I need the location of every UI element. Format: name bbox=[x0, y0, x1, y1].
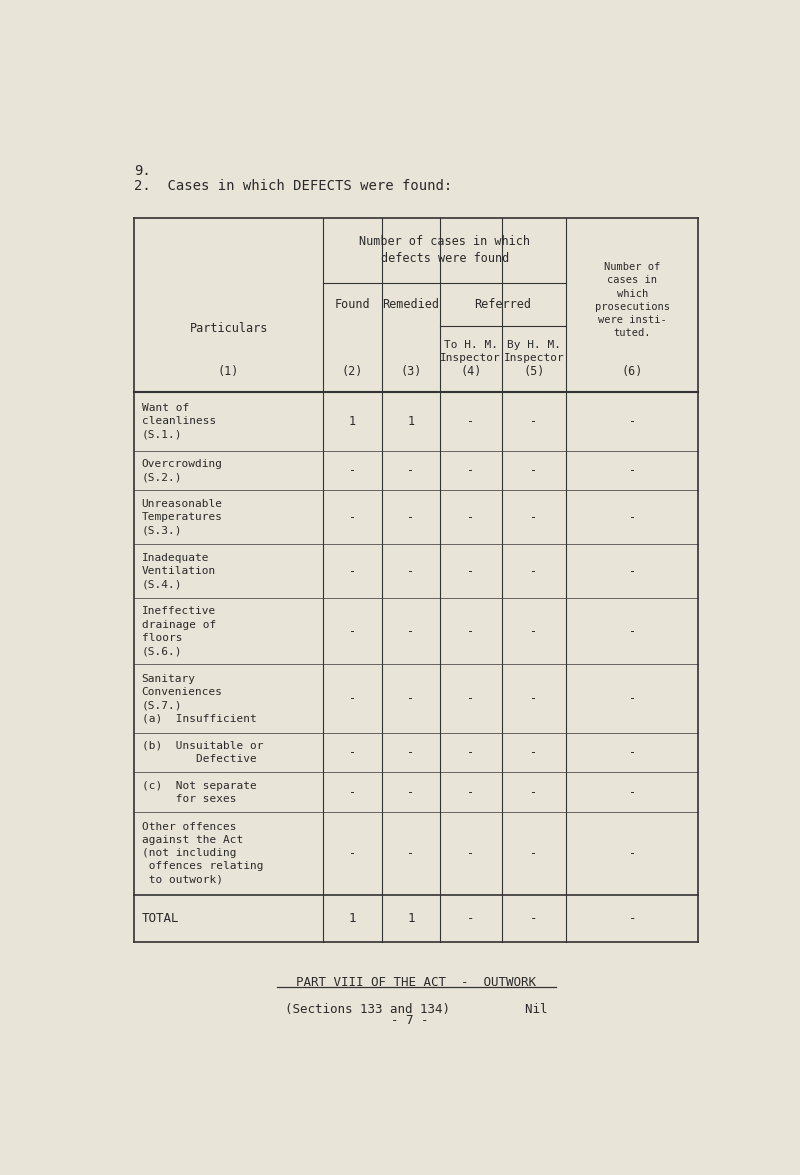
Text: -: - bbox=[467, 511, 474, 524]
Text: -: - bbox=[407, 692, 414, 705]
Text: Unreasonable
Temperatures
(S.3.): Unreasonable Temperatures (S.3.) bbox=[142, 499, 222, 536]
Text: - 7 -: - 7 - bbox=[391, 1014, 429, 1027]
Text: Want of
cleanliness
(S.1.): Want of cleanliness (S.1.) bbox=[142, 403, 216, 439]
Text: -: - bbox=[629, 415, 636, 428]
Text: -: - bbox=[467, 912, 474, 925]
Text: By H. M.
Inspector: By H. M. Inspector bbox=[504, 341, 564, 363]
Text: -: - bbox=[530, 746, 538, 759]
Text: -: - bbox=[407, 625, 414, 638]
Text: -: - bbox=[530, 511, 538, 524]
Text: -: - bbox=[349, 746, 356, 759]
Text: (c)  Not separate
     for sexes: (c) Not separate for sexes bbox=[142, 780, 256, 804]
Text: -: - bbox=[407, 786, 414, 799]
Text: -: - bbox=[467, 746, 474, 759]
Text: 2.  Cases in which DEFECTS were found:: 2. Cases in which DEFECTS were found: bbox=[134, 179, 452, 193]
Text: To H. M.
Inspector: To H. M. Inspector bbox=[440, 341, 501, 363]
Text: Sanitary
Conveniences
(S.7.)
(a)  Insufficient: Sanitary Conveniences (S.7.) (a) Insuffi… bbox=[142, 673, 256, 724]
Text: -: - bbox=[530, 415, 538, 428]
Text: -: - bbox=[629, 786, 636, 799]
Text: -: - bbox=[530, 912, 538, 925]
Text: -: - bbox=[349, 786, 356, 799]
Text: -: - bbox=[467, 847, 474, 860]
Text: -: - bbox=[467, 464, 474, 477]
Text: -: - bbox=[349, 692, 356, 705]
Text: 1: 1 bbox=[407, 415, 414, 428]
Text: (1): (1) bbox=[218, 365, 239, 378]
Text: (5): (5) bbox=[523, 365, 545, 378]
Text: (Sections 133 and 134)          Nil: (Sections 133 and 134) Nil bbox=[285, 1003, 547, 1016]
Text: 1: 1 bbox=[349, 912, 357, 925]
Text: Remedied: Remedied bbox=[382, 298, 439, 311]
Text: 1: 1 bbox=[349, 415, 356, 428]
Text: Other offences
against the Act
(not including
 offences relating
 to outwork): Other offences against the Act (not incl… bbox=[142, 821, 263, 885]
Text: -: - bbox=[629, 511, 636, 524]
Text: -: - bbox=[530, 625, 538, 638]
Text: (4): (4) bbox=[460, 365, 482, 378]
Text: -: - bbox=[530, 847, 538, 860]
Text: -: - bbox=[407, 847, 414, 860]
Text: -: - bbox=[407, 511, 414, 524]
Text: -: - bbox=[629, 912, 636, 925]
Text: -: - bbox=[407, 746, 414, 759]
Text: -: - bbox=[629, 625, 636, 638]
Text: -: - bbox=[629, 692, 636, 705]
Text: (6): (6) bbox=[622, 365, 643, 378]
Text: -: - bbox=[629, 746, 636, 759]
Text: Inadequate
Ventilation
(S.4.): Inadequate Ventilation (S.4.) bbox=[142, 553, 216, 590]
Text: PART VIII OF THE ACT  -  OUTWORK: PART VIII OF THE ACT - OUTWORK bbox=[296, 976, 536, 989]
Text: 9.: 9. bbox=[134, 163, 151, 177]
Text: 1: 1 bbox=[407, 912, 414, 925]
Text: Referred: Referred bbox=[474, 298, 531, 311]
Text: (2): (2) bbox=[342, 365, 363, 378]
Text: -: - bbox=[530, 692, 538, 705]
Text: -: - bbox=[349, 565, 356, 578]
Text: -: - bbox=[467, 625, 474, 638]
Text: -: - bbox=[349, 511, 356, 524]
Text: -: - bbox=[629, 464, 636, 477]
Text: -: - bbox=[467, 786, 474, 799]
Text: -: - bbox=[530, 786, 538, 799]
Text: -: - bbox=[407, 565, 414, 578]
Text: TOTAL: TOTAL bbox=[142, 912, 179, 925]
Text: -: - bbox=[349, 464, 356, 477]
Text: Overcrowding
(S.2.): Overcrowding (S.2.) bbox=[142, 458, 222, 482]
Text: -: - bbox=[349, 847, 356, 860]
Text: (3): (3) bbox=[400, 365, 422, 378]
Text: -: - bbox=[407, 464, 414, 477]
Text: Number of cases in which
defects were found: Number of cases in which defects were fo… bbox=[359, 235, 530, 266]
Text: (b)  Unsuitable or
        Defective: (b) Unsuitable or Defective bbox=[142, 741, 263, 764]
Text: -: - bbox=[349, 625, 356, 638]
Text: -: - bbox=[629, 847, 636, 860]
Text: -: - bbox=[530, 464, 538, 477]
Text: -: - bbox=[467, 565, 474, 578]
Text: -: - bbox=[467, 692, 474, 705]
Text: -: - bbox=[530, 565, 538, 578]
Text: Number of
cases in
which
prosecutions
were insti-
tuted.: Number of cases in which prosecutions we… bbox=[594, 262, 670, 338]
Text: Found: Found bbox=[335, 298, 370, 311]
Text: Particulars: Particulars bbox=[190, 322, 268, 335]
Text: -: - bbox=[467, 415, 474, 428]
Text: Ineffective
drainage of
floors
(S.6.): Ineffective drainage of floors (S.6.) bbox=[142, 606, 216, 656]
Text: -: - bbox=[629, 565, 636, 578]
